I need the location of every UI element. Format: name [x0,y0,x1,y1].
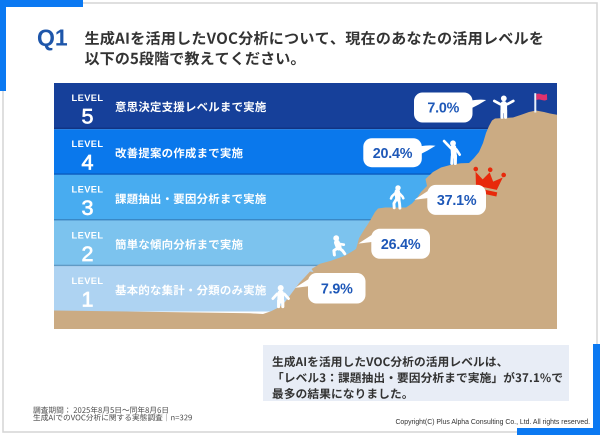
svg-text:3: 3 [82,196,94,220]
svg-text:LEVEL: LEVEL [72,230,104,240]
svg-text:LEVEL: LEVEL [72,276,104,286]
svg-text:1: 1 [82,288,94,312]
svg-text:5: 5 [82,104,94,128]
svg-text:4: 4 [82,151,94,175]
svg-text:20.4%: 20.4% [373,146,413,162]
svg-text:Q1: Q1 [37,25,68,51]
svg-text:2: 2 [82,242,94,266]
svg-text:LEVEL: LEVEL [72,93,104,103]
svg-text:7.9%: 7.9% [321,281,353,297]
svg-text:26.4%: 26.4% [381,237,421,253]
svg-text:7.0%: 7.0% [427,101,459,117]
svg-text:37.1%: 37.1% [437,193,477,209]
svg-text:LEVEL: LEVEL [72,139,104,149]
svg-text:LEVEL: LEVEL [72,185,104,195]
svg-text:Copyright(C) Plus Alpha Consul: Copyright(C) Plus Alpha Consulting Co., … [395,419,590,426]
